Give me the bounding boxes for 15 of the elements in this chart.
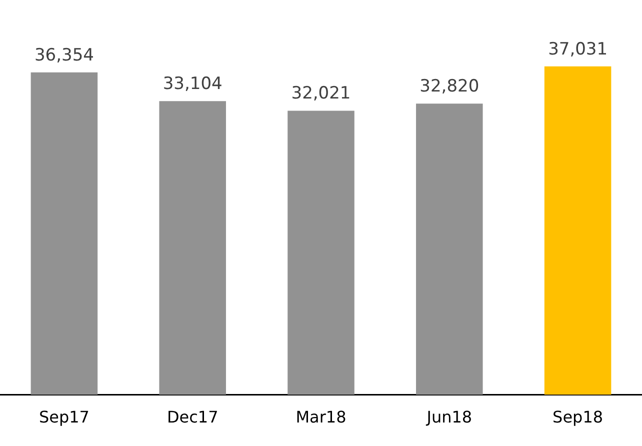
bar <box>159 101 226 395</box>
bar <box>544 66 612 395</box>
x-tick-label: Mar18 <box>296 408 346 427</box>
bar <box>30 72 98 395</box>
data-label: 33,104 <box>162 74 222 94</box>
bar <box>288 110 354 395</box>
data-label: 37,031 <box>548 39 608 60</box>
x-tick-label: Sep18 <box>552 408 604 427</box>
data-label: 32,820 <box>420 76 480 97</box>
x-tick-label: Jun18 <box>426 408 472 427</box>
x-tick-label: Dec17 <box>166 408 218 427</box>
x-tick-label: Sep17 <box>38 408 90 427</box>
data-label: 36,354 <box>34 45 94 66</box>
data-label: 32,021 <box>291 84 351 104</box>
bar <box>416 104 483 395</box>
